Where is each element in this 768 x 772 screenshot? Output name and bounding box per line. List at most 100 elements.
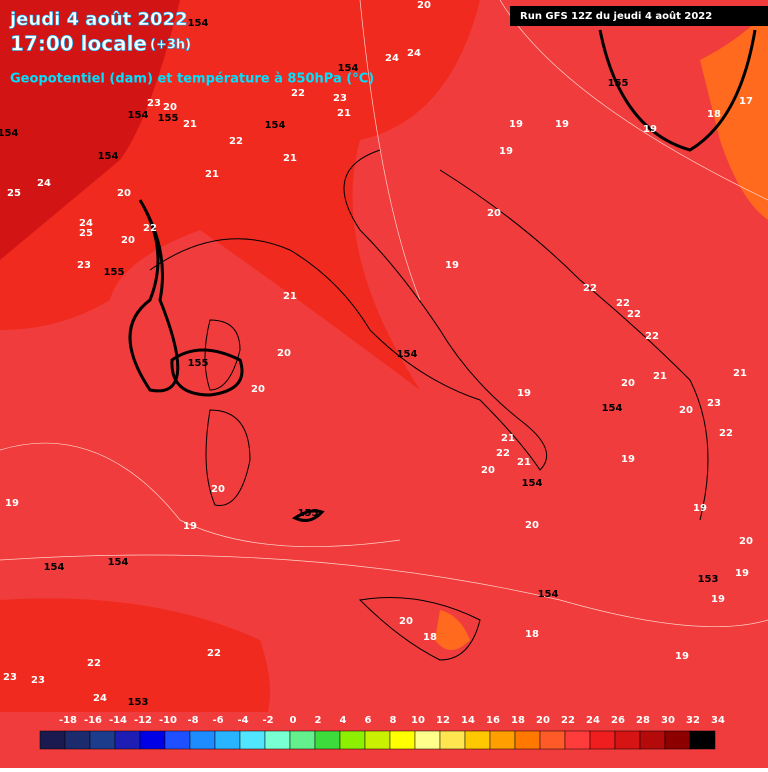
legend-swatch bbox=[514, 730, 541, 750]
legend-swatch bbox=[564, 730, 591, 750]
time: 17:00 locale bbox=[10, 32, 147, 56]
legend-swatch bbox=[164, 730, 191, 750]
legend-swatch bbox=[264, 730, 291, 750]
temperature-label: 20 bbox=[399, 616, 413, 627]
temperature-label: 21 bbox=[501, 433, 515, 444]
legend-label: 2 bbox=[315, 715, 322, 726]
geopotential-label: 154 bbox=[128, 110, 149, 121]
temperature-label: 22 bbox=[229, 136, 243, 147]
temperature-label: 19 bbox=[183, 521, 197, 532]
temperature-label: 23 bbox=[333, 93, 347, 104]
temperature-label: 19 bbox=[517, 388, 531, 399]
coastlines bbox=[149, 149, 709, 661]
legend-label: 28 bbox=[636, 715, 650, 726]
legend-swatch bbox=[89, 730, 116, 750]
temperature-label: 24 bbox=[79, 218, 93, 229]
temperature-label: 19 bbox=[675, 651, 689, 662]
temperature-label: 20 bbox=[117, 188, 131, 199]
temperature-label: 23 bbox=[77, 260, 91, 271]
temperature-label: 22 bbox=[143, 223, 157, 234]
temperature-label: 25 bbox=[79, 228, 93, 239]
temperature-label: 20 bbox=[621, 378, 635, 389]
temperature-label: 18 bbox=[525, 629, 539, 640]
geopotential-label: 154 bbox=[338, 63, 359, 74]
hot-area bbox=[0, 0, 180, 260]
legend-label: 22 bbox=[561, 715, 575, 726]
isotherms bbox=[0, 0, 768, 628]
temperature-label: 20 bbox=[481, 465, 495, 476]
geopotential-label: 155 bbox=[104, 267, 125, 278]
temperature-label: 21 bbox=[653, 371, 667, 382]
temperature-label: 22 bbox=[291, 88, 305, 99]
legend-swatch bbox=[414, 730, 441, 750]
orange-area bbox=[700, 10, 768, 220]
legend-swatch bbox=[339, 730, 366, 750]
temperature-label: 20 bbox=[679, 405, 693, 416]
temperature-label: 22 bbox=[583, 283, 597, 294]
temperature-label: 22 bbox=[87, 658, 101, 669]
geopotential-label: 154 bbox=[602, 403, 623, 414]
temperature-label: 21 bbox=[733, 368, 747, 379]
legend-label: 20 bbox=[536, 715, 550, 726]
temperature-label: 17 bbox=[739, 96, 753, 107]
temperature-label: 19 bbox=[735, 568, 749, 579]
geopotential-label: 154 bbox=[98, 151, 119, 162]
temperature-label: 21 bbox=[283, 291, 297, 302]
legend-swatch bbox=[189, 730, 216, 750]
legend-label: 14 bbox=[461, 715, 475, 726]
subtitle: Geopotentiel (dam) et température à 850h… bbox=[10, 72, 374, 87]
geopotential-label: 155 bbox=[298, 508, 319, 519]
temperature-label: 23 bbox=[3, 672, 17, 683]
legend-swatch bbox=[614, 730, 641, 750]
temperature-label: 21 bbox=[183, 119, 197, 130]
temperature-label: 22 bbox=[645, 331, 659, 342]
legend-label: -6 bbox=[212, 715, 223, 726]
temperature-label: 19 bbox=[711, 594, 725, 605]
temperature-label: 18 bbox=[423, 632, 437, 643]
temperature-label: 20 bbox=[121, 235, 135, 246]
legend-label: 18 bbox=[511, 715, 525, 726]
temperature-label: 19 bbox=[621, 454, 635, 465]
temperature-label: 19 bbox=[693, 503, 707, 514]
legend-label: -8 bbox=[187, 715, 198, 726]
temperature-label: 23 bbox=[31, 675, 45, 686]
temperature-label: 22 bbox=[627, 309, 641, 320]
temperature-label: 20 bbox=[525, 520, 539, 531]
temperature-label: 18 bbox=[707, 109, 721, 120]
temperature-label: 20 bbox=[163, 102, 177, 113]
legend-label: 12 bbox=[436, 715, 450, 726]
temperature-label: 22 bbox=[616, 298, 630, 309]
temperature-label: 19 bbox=[499, 146, 513, 157]
temperature-label: 20 bbox=[739, 536, 753, 547]
isohypses bbox=[128, 29, 757, 522]
legend-label: -10 bbox=[159, 715, 177, 726]
geopotential-label: 154 bbox=[0, 128, 18, 139]
legend-label: 0 bbox=[290, 715, 297, 726]
temperature-label: 24 bbox=[385, 53, 399, 64]
legend-label: -18 bbox=[59, 715, 77, 726]
legend-label: -16 bbox=[84, 715, 102, 726]
legend-label: 6 bbox=[365, 715, 372, 726]
temperature-label: 19 bbox=[509, 119, 523, 130]
geopotential-label: 154 bbox=[538, 589, 559, 600]
temperature-label: 20 bbox=[211, 484, 225, 495]
legend-swatch bbox=[389, 730, 416, 750]
temperature-label: 23 bbox=[707, 398, 721, 409]
orange-area bbox=[435, 610, 470, 650]
temperature-label: 23 bbox=[147, 98, 161, 109]
geopotential-label: 155 bbox=[158, 113, 179, 124]
legend-swatch bbox=[239, 730, 266, 750]
geopotential-label: 155 bbox=[188, 358, 209, 369]
temperature-label: 19 bbox=[5, 498, 19, 509]
legend-label: 32 bbox=[686, 715, 700, 726]
legend-label: -12 bbox=[134, 715, 152, 726]
legend-label: -14 bbox=[109, 715, 127, 726]
temperature-label: 21 bbox=[337, 108, 351, 119]
geopotential-label: 153 bbox=[128, 697, 149, 708]
legend-label: 26 bbox=[611, 715, 625, 726]
legend-label: -4 bbox=[237, 715, 248, 726]
legend-swatch bbox=[539, 730, 566, 750]
temperature-label: 20 bbox=[487, 208, 501, 219]
legend-swatch bbox=[139, 730, 166, 750]
legend-swatch bbox=[664, 730, 691, 750]
